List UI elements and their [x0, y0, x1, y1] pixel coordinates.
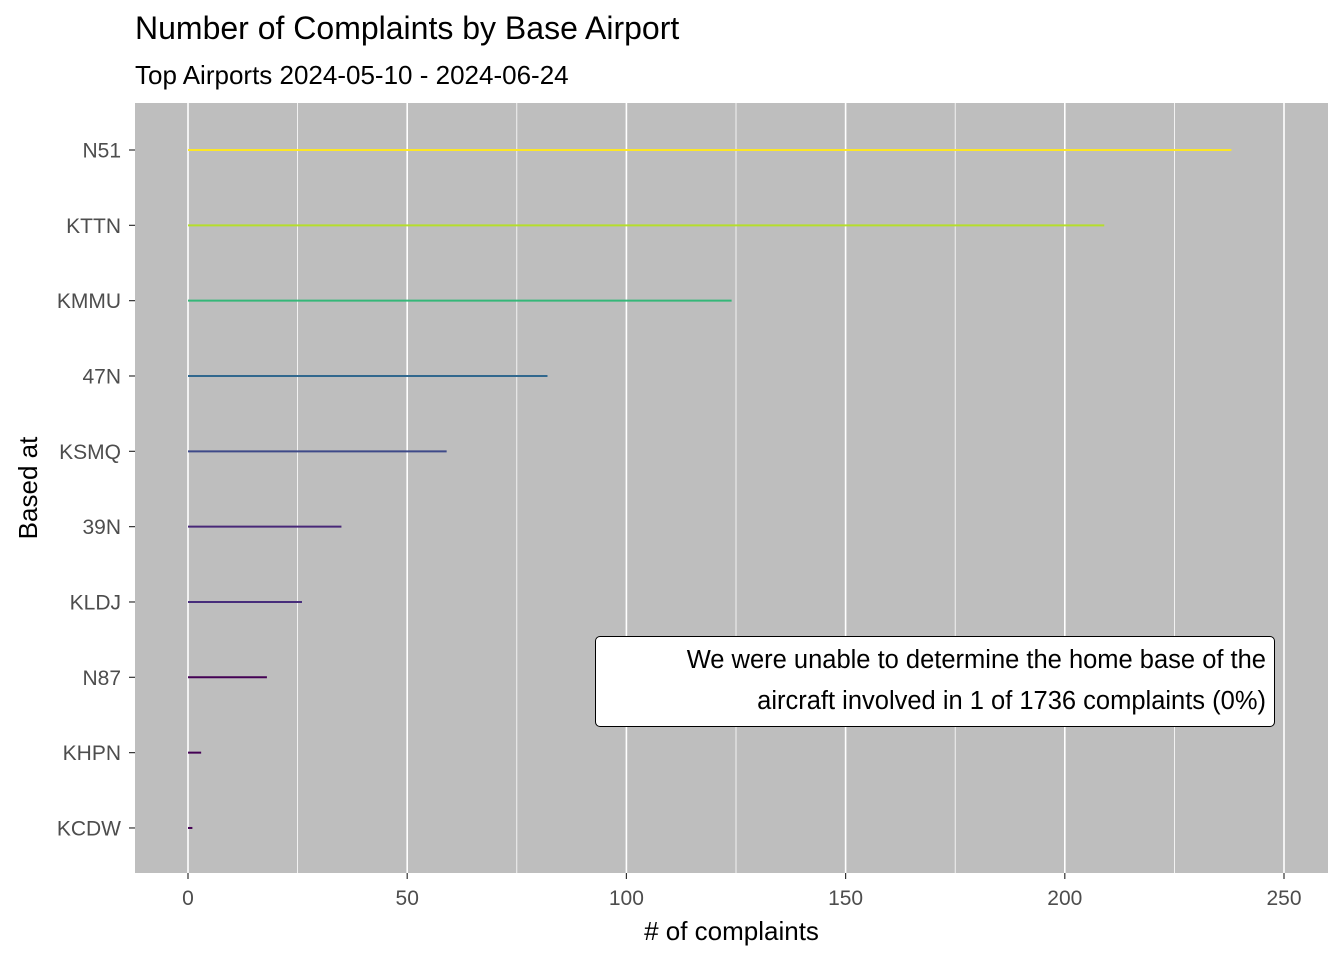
y-tick-label: 39N [82, 516, 121, 539]
y-tick-label: KCDW [57, 817, 121, 840]
chart-title: Number of Complaints by Base Airport [135, 10, 680, 46]
y-tick-label: KMMU [57, 290, 121, 313]
x-tick-label: 50 [396, 887, 419, 910]
y-tick-label: N87 [82, 667, 121, 690]
panel-background [135, 103, 1328, 873]
x-tick-label: 200 [1047, 887, 1082, 910]
y-tick-label: KTTN [66, 215, 121, 238]
y-tick-label: KLDJ [70, 591, 121, 614]
x-tick-label: 150 [828, 887, 863, 910]
y-tick-label: 47N [82, 365, 121, 388]
y-tick-label: KHPN [63, 742, 121, 765]
x-axis-title: # of complaints [644, 916, 819, 946]
y-tick-label: KSMQ [59, 441, 121, 464]
annotation-line-1: We were unable to determine the home bas… [686, 646, 1266, 674]
x-tick-label: 250 [1266, 887, 1301, 910]
y-axis-title: Based at [13, 436, 43, 539]
annotation-line-2: aircraft involved in 1 of 1736 complaint… [757, 687, 1266, 715]
chart-subtitle: Top Airports 2024-05-10 - 2024-06-24 [135, 60, 569, 90]
annotation-box: We were unable to determine the home bas… [595, 636, 1275, 727]
y-tick-label: N51 [82, 140, 121, 163]
x-tick-label: 100 [609, 887, 644, 910]
x-tick-label: 0 [182, 887, 194, 910]
